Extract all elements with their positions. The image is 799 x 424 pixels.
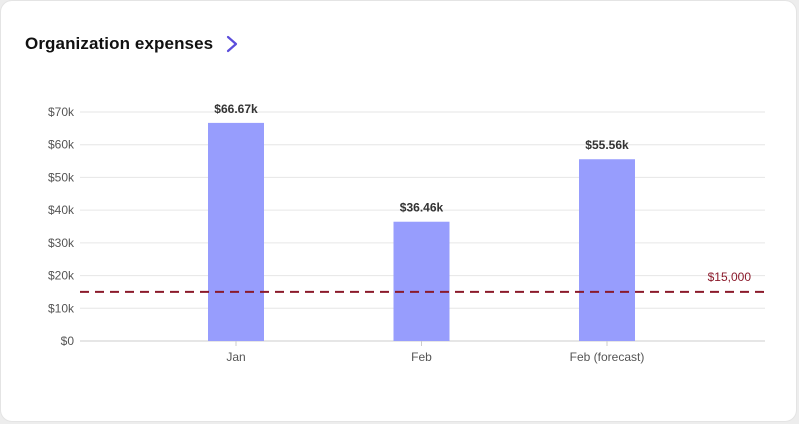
y-tick-label: $20k bbox=[48, 269, 75, 283]
reference-line-label: $15,000 bbox=[708, 270, 752, 284]
bar[interactable] bbox=[579, 159, 635, 341]
bar-value-label: $66.67k bbox=[214, 102, 258, 116]
y-tick-label: $70k bbox=[48, 105, 75, 119]
x-tick-label: Feb bbox=[411, 350, 432, 364]
bar-value-label: $36.46k bbox=[400, 201, 444, 215]
reference-line-group: $15,000 bbox=[80, 270, 765, 293]
y-tick-label: $60k bbox=[48, 138, 75, 152]
y-tick-label: $40k bbox=[48, 203, 75, 217]
card-header: Organization expenses bbox=[25, 34, 239, 54]
x-axis-tick-labels: Jan Feb Feb (forecast) bbox=[226, 341, 644, 364]
bar[interactable] bbox=[393, 221, 450, 341]
card-title: Organization expenses bbox=[25, 34, 214, 53]
bars: $66.67k $36.46k $55.56k bbox=[208, 102, 635, 341]
bar-value-label: $55.56k bbox=[585, 138, 629, 152]
chevron-right-icon[interactable] bbox=[225, 34, 239, 54]
x-tick-label: Jan bbox=[226, 350, 245, 364]
y-tick-label: $50k bbox=[48, 170, 75, 184]
x-tick-label: Feb (forecast) bbox=[570, 350, 645, 364]
y-axis-tick-labels: $0 $10k $20k $30k $40k $50k $60k $70k bbox=[48, 105, 75, 348]
y-tick-label: $10k bbox=[48, 301, 75, 315]
bar[interactable] bbox=[208, 122, 264, 341]
y-tick-label: $30k bbox=[48, 236, 75, 250]
y-tick-label: $0 bbox=[61, 334, 75, 348]
